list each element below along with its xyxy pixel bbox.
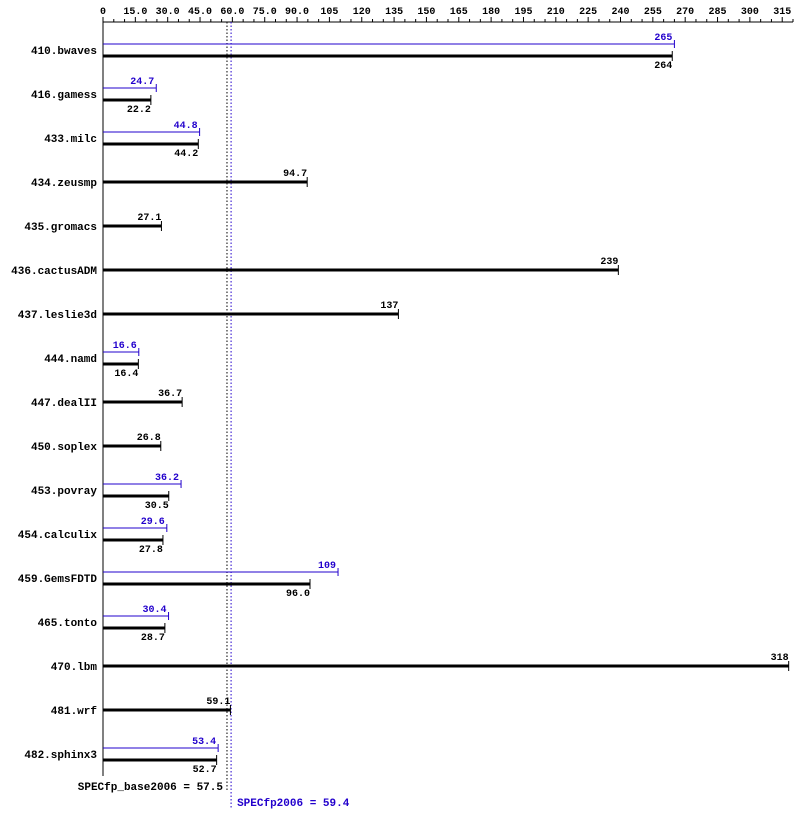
base-value: 318 — [771, 653, 789, 664]
summary-peak: SPECfp2006 = 59.4 — [237, 798, 350, 810]
x-tick-label: 180 — [482, 7, 500, 18]
x-tick-label: 0 — [100, 7, 106, 18]
base-value: 94.7 — [283, 169, 307, 180]
x-tick-label: 45.0 — [188, 7, 212, 18]
base-value: 27.1 — [137, 213, 161, 224]
x-tick-label: 135 — [385, 7, 403, 18]
base-value: 239 — [600, 257, 618, 268]
x-tick-label: 15.0 — [123, 7, 147, 18]
peak-value: 29.6 — [141, 517, 165, 528]
base-value: 52.7 — [193, 765, 217, 776]
benchmark-label: 444.namd — [44, 354, 97, 366]
peak-value: 53.4 — [192, 737, 216, 748]
x-tick-label: 240 — [611, 7, 629, 18]
benchmark-label: 434.zeusmp — [31, 178, 97, 190]
base-value: 22.2 — [127, 105, 151, 116]
benchmark-label: 435.gromacs — [24, 222, 97, 234]
base-value: 16.4 — [114, 369, 138, 380]
base-value: 30.5 — [145, 501, 169, 512]
benchmark-label: 436.cactusADM — [11, 266, 97, 278]
x-tick-label: 285 — [709, 7, 727, 18]
x-tick-label: 75.0 — [253, 7, 277, 18]
benchmark-label: 465.tonto — [38, 618, 98, 630]
benchmark-label: 433.milc — [44, 134, 97, 146]
base-value: 96.0 — [286, 589, 310, 600]
base-value: 44.2 — [174, 149, 198, 160]
x-tick-label: 225 — [579, 7, 597, 18]
x-tick-label: 105 — [320, 7, 338, 18]
benchmark-label: 454.calculix — [18, 530, 98, 542]
x-tick-label: 195 — [514, 7, 532, 18]
peak-value: 30.4 — [143, 605, 167, 616]
base-value: 36.7 — [158, 389, 182, 400]
x-tick-label: 315 — [773, 7, 791, 18]
peak-value: 24.7 — [130, 77, 154, 88]
benchmark-label: 470.lbm — [51, 662, 98, 674]
spec-chart: 0 15.0 30.0 45.0 60.0 75.0 90.0 105 120 135 150 165… — [0, 0, 799, 831]
base-value: 264 — [654, 61, 672, 72]
benchmark-label: 482.sphinx3 — [24, 750, 97, 762]
base-value: 26.8 — [137, 433, 161, 444]
x-tick-label: 210 — [547, 7, 565, 18]
peak-value: 44.8 — [174, 121, 198, 132]
benchmark-label: 410.bwaves — [31, 46, 97, 58]
base-value: 59.1 — [206, 697, 230, 708]
summary-base: SPECfp_base2006 = 57.5 — [78, 782, 224, 794]
x-tick-label: 120 — [353, 7, 371, 18]
base-value: 27.8 — [139, 545, 163, 556]
peak-value: 265 — [654, 33, 672, 44]
x-tick-label: 300 — [741, 7, 759, 18]
peak-value: 36.2 — [155, 473, 179, 484]
base-value: 28.7 — [141, 633, 165, 644]
base-value: 137 — [380, 301, 398, 312]
x-tick-label: 255 — [644, 7, 662, 18]
x-tick-label: 30.0 — [156, 7, 180, 18]
benchmark-label: 437.leslie3d — [18, 310, 97, 322]
benchmark-label: 453.povray — [31, 486, 97, 498]
benchmark-label: 450.soplex — [31, 442, 97, 454]
benchmark-label: 481.wrf — [51, 706, 98, 718]
x-tick-label: 165 — [450, 7, 468, 18]
x-tick-label: 270 — [676, 7, 694, 18]
peak-value: 16.6 — [113, 341, 137, 352]
benchmark-label: 416.gamess — [31, 90, 97, 102]
x-tick-label: 150 — [417, 7, 435, 18]
x-tick-label: 90.0 — [285, 7, 309, 18]
x-tick-label: 60.0 — [220, 7, 244, 18]
benchmark-label: 447.dealII — [31, 398, 97, 410]
peak-value: 109 — [318, 561, 336, 572]
benchmark-label: 459.GemsFDTD — [18, 574, 98, 586]
